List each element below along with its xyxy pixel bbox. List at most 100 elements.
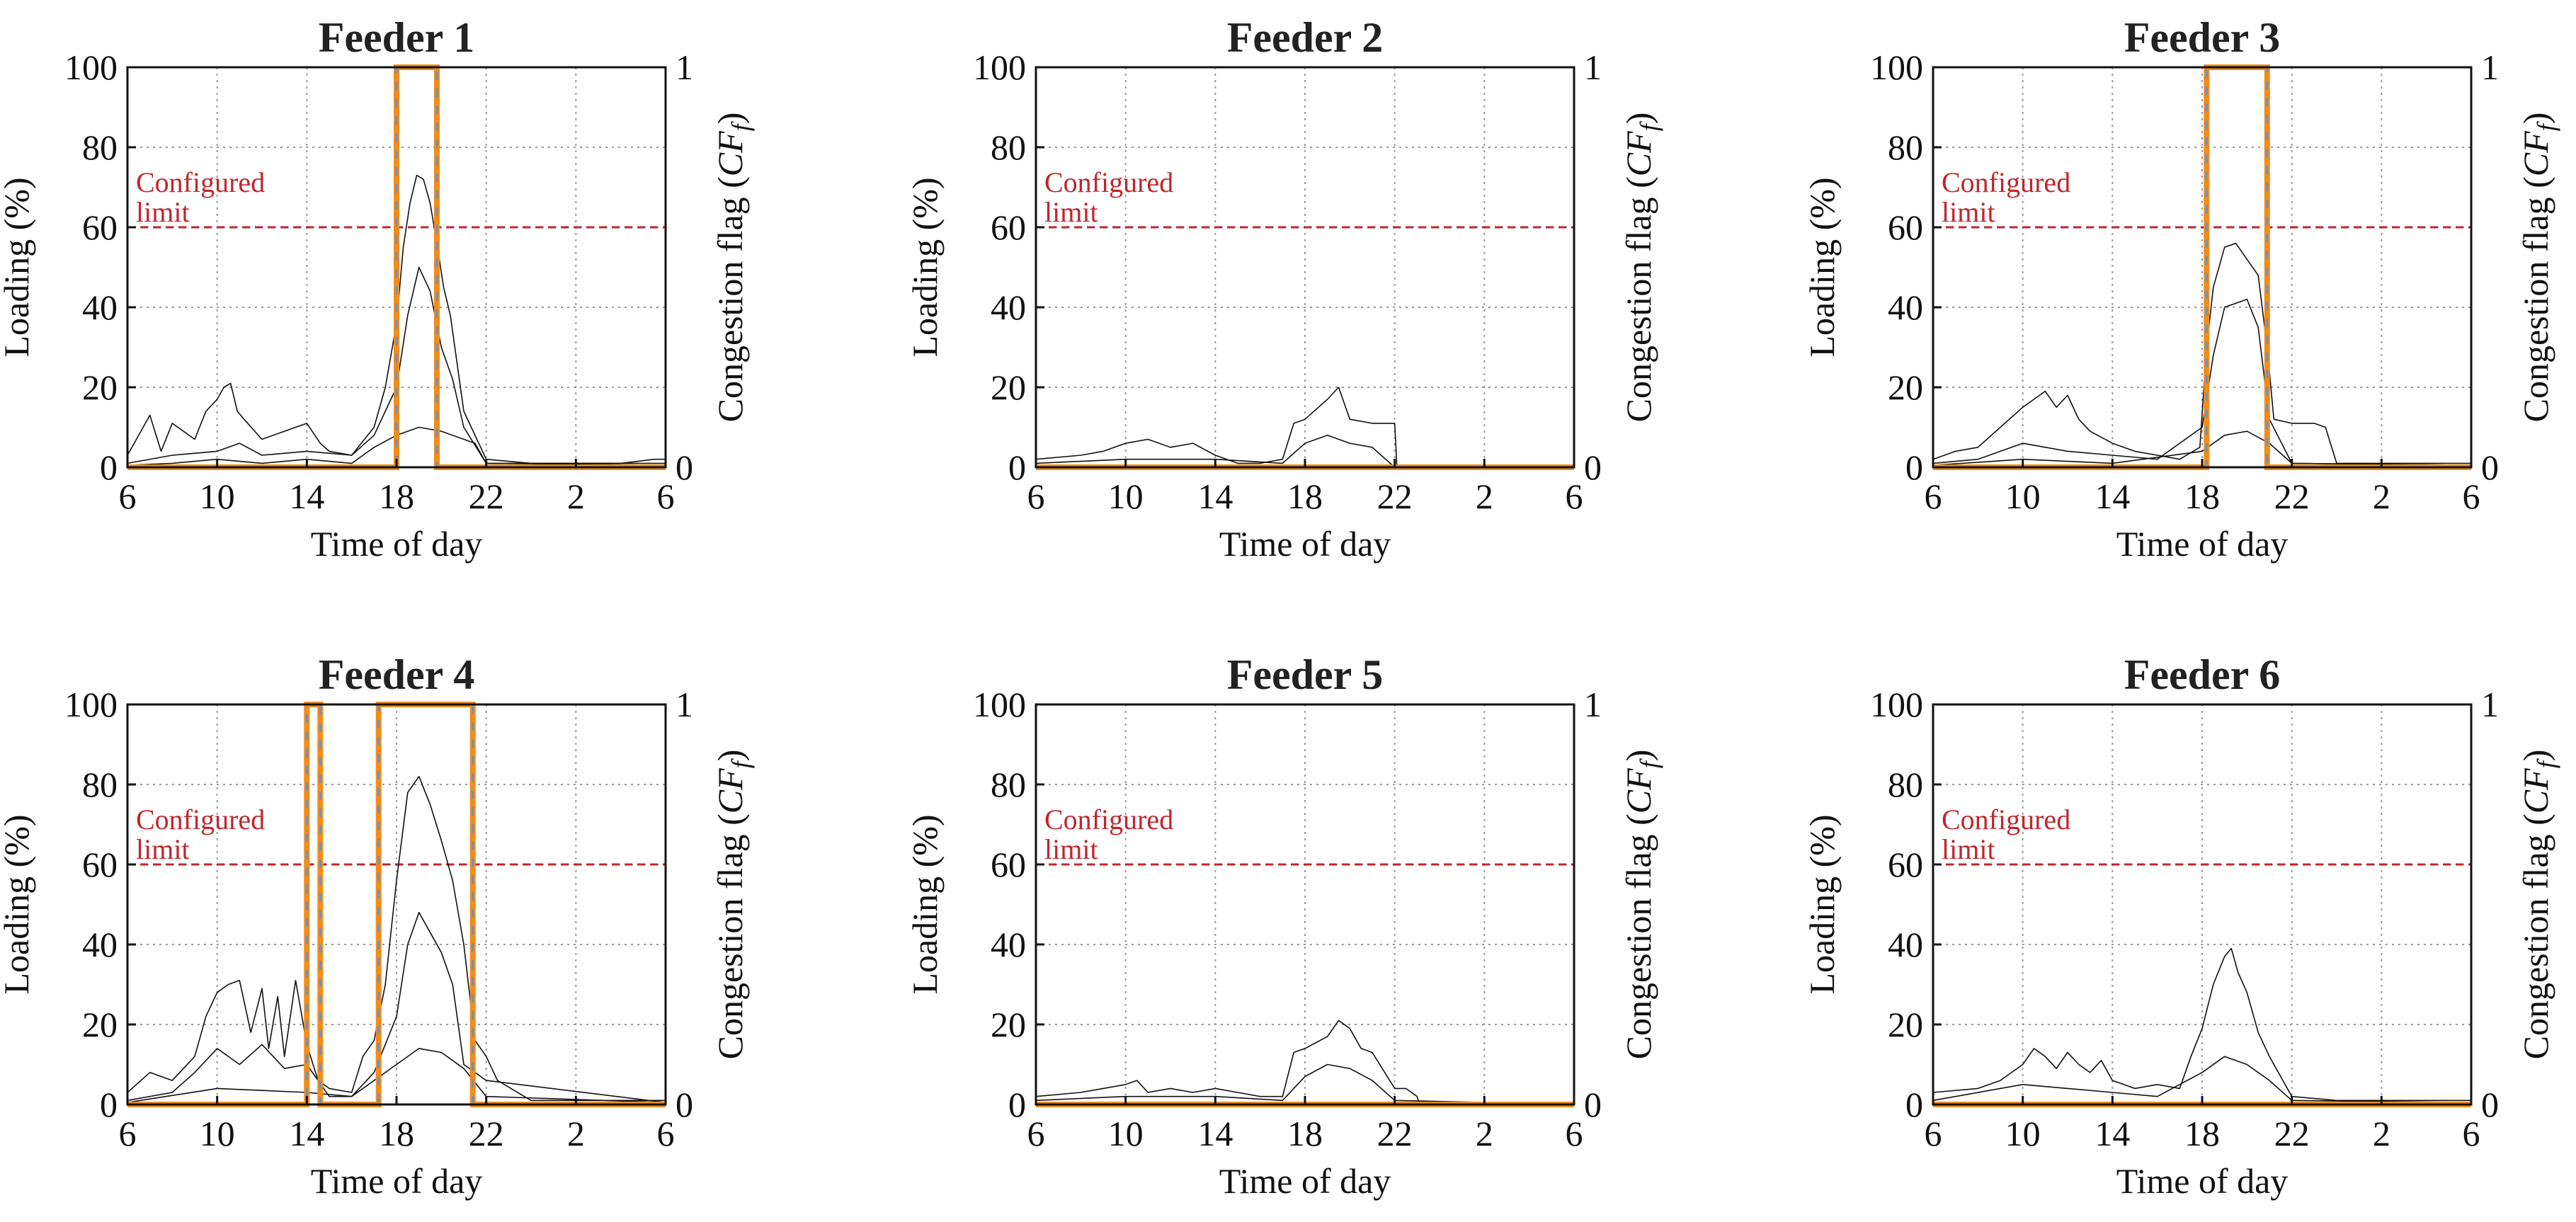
limit-label-line2: limit: [136, 833, 190, 865]
y2-tick-label: 1: [676, 685, 693, 724]
limit-label-line2: limit: [136, 196, 190, 228]
x-tick-label: 6: [657, 476, 675, 516]
x-tick-label: 22: [469, 1114, 504, 1153]
x-tick-label: 6: [1925, 476, 1942, 516]
y-tick-label: 80: [82, 765, 118, 804]
y2-tick-label: 0: [676, 1085, 693, 1124]
y-tick-label: 0: [1905, 447, 1923, 487]
x-tick-label: 22: [1377, 476, 1413, 516]
limit-label-line1: Configured: [1044, 804, 1173, 835]
x-tick-label: 18: [1287, 476, 1323, 516]
loading-series-line: [1932, 430, 2472, 466]
y-axis-label: Loading (%): [905, 814, 945, 994]
y-tick-label: 100: [1870, 685, 1923, 724]
panel-title: Feeder 4: [319, 651, 474, 698]
x-tick-label: 18: [2184, 476, 2220, 516]
x-tick-label: 10: [2005, 476, 2041, 516]
congestion-flag-dash: [127, 703, 666, 1106]
y-tick-label: 0: [1008, 447, 1026, 487]
y2-tick-label: 0: [2481, 1085, 2499, 1124]
y-tick-label: 100: [64, 685, 118, 724]
y-tick-label: 60: [1888, 207, 1923, 247]
limit-label-line2: limit: [1044, 196, 1098, 228]
x-tick-label: 10: [1108, 1114, 1144, 1153]
x-tick-label: 6: [657, 1114, 675, 1153]
loading-series-line: [127, 426, 666, 466]
loading-series-line: [1035, 1063, 1575, 1105]
y-tick-label: 40: [82, 287, 118, 327]
y2-tick-label: 0: [1584, 447, 1602, 487]
y-tick-label: 40: [991, 287, 1026, 327]
x-tick-label: 6: [119, 476, 137, 516]
y-tick-label: 20: [991, 1005, 1026, 1044]
plot-frame: [1035, 66, 1575, 469]
y-tick-label: 60: [991, 207, 1026, 247]
loading-series-line: [1035, 434, 1574, 468]
x-tick-label: 10: [200, 476, 235, 516]
y-tick-label: 60: [991, 845, 1026, 884]
x-tick-label: 14: [1197, 1114, 1233, 1153]
y2-axis-label: Congestion flag (CFf): [710, 750, 755, 1060]
x-tick-label: 14: [289, 476, 324, 516]
x-tick-label: 2: [1476, 476, 1493, 516]
y2-axis-label: Congestion flag (CFf): [1619, 113, 1663, 423]
x-tick-label: 14: [1197, 476, 1233, 516]
loading-series-line: [1035, 1020, 1574, 1105]
y-tick-label: 20: [1888, 1005, 1923, 1044]
limit-label-line2: limit: [1942, 196, 1995, 228]
x-tick-label: 22: [1377, 1114, 1413, 1153]
limit-label-line1: Configured: [1942, 166, 2070, 198]
x-tick-label: 18: [379, 1114, 414, 1153]
x-tick-label: 14: [289, 1114, 324, 1153]
y2-axis-label: Congestion flag (CFf): [1619, 750, 1663, 1060]
limit-label-line2: limit: [1942, 833, 1995, 865]
x-tick-label: 14: [2095, 1114, 2130, 1153]
panel-title: Feeder 5: [1227, 651, 1383, 698]
y-tick-label: 20: [991, 367, 1026, 407]
x-tick-label: 6: [1925, 1114, 1942, 1153]
y-tick-label: 80: [82, 127, 118, 167]
loading-series-line: [1932, 947, 2471, 1102]
x-tick-label: 22: [2274, 1114, 2310, 1153]
x-tick-label: 2: [1476, 1114, 1493, 1153]
x-tick-label: 18: [1287, 1114, 1323, 1153]
x-axis-label: Time of day: [2116, 524, 2289, 564]
panel-title: Feeder 1: [319, 14, 474, 61]
plot-frame: [1932, 703, 2473, 1106]
y-tick-label: 20: [82, 367, 118, 407]
loading-series-line: [1035, 387, 1574, 468]
y2-tick-label: 1: [676, 47, 693, 87]
y2-axis-label: Congestion flag (CFf): [710, 113, 755, 423]
y-tick-label: 80: [1888, 765, 1923, 804]
x-tick-label: 10: [2005, 1114, 2041, 1153]
y-tick-label: 100: [973, 47, 1026, 87]
y-axis-label: Loading (%): [1802, 177, 1842, 357]
y-tick-label: 80: [991, 765, 1026, 804]
x-axis-label: Time of day: [1219, 524, 1391, 564]
x-tick-label: 6: [1027, 476, 1045, 516]
x-tick-label: 2: [2373, 476, 2390, 516]
y-tick-label: 60: [1888, 845, 1923, 884]
y-tick-label: 100: [973, 685, 1026, 724]
x-tick-label: 6: [1566, 1114, 1583, 1153]
y-tick-label: 40: [991, 925, 1026, 964]
x-tick-label: 18: [379, 476, 414, 516]
y-tick-label: 100: [64, 47, 118, 87]
y2-tick-label: 1: [2481, 47, 2499, 87]
x-axis-label: Time of day: [311, 1161, 483, 1201]
y-tick-label: 100: [1870, 47, 1923, 87]
y2-tick-label: 0: [676, 447, 693, 487]
x-axis-label: Time of day: [311, 524, 483, 564]
x-tick-label: 2: [567, 476, 585, 516]
y-axis-label: Loading (%): [0, 814, 36, 994]
y-tick-label: 60: [82, 207, 118, 247]
y-tick-label: 0: [1905, 1085, 1923, 1124]
x-tick-label: 10: [200, 1114, 235, 1153]
